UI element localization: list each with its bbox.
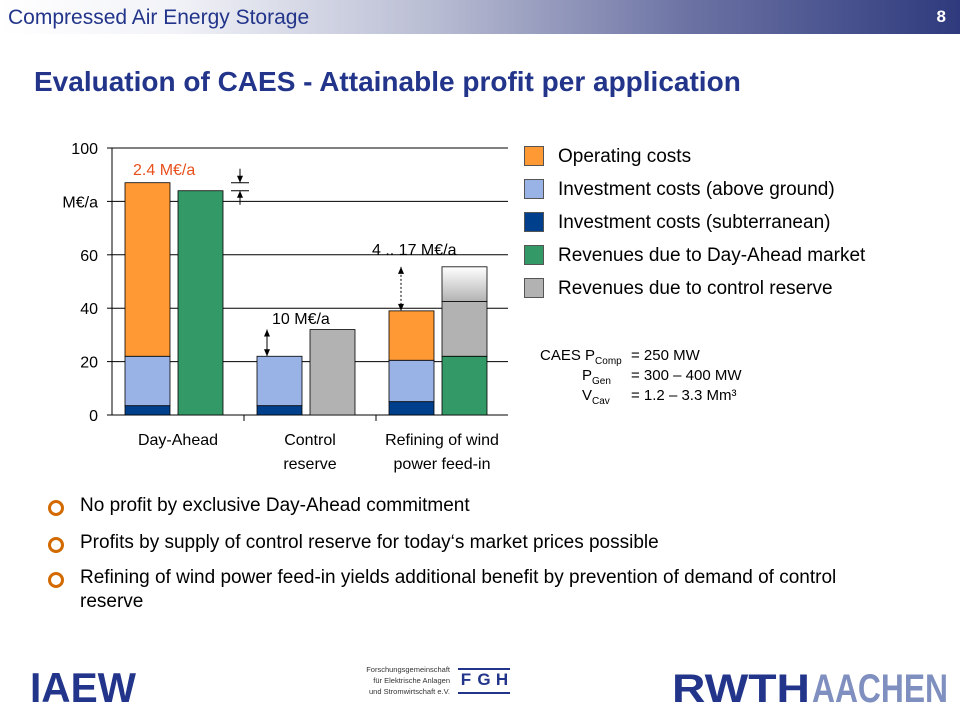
x-tick-label: reserve (283, 456, 336, 473)
bar-segment (388, 401, 435, 416)
annotation-arrowhead (398, 266, 404, 274)
y-tick-label: 40 (80, 301, 98, 318)
fgh-description: Forschungsgemeinschaft für Elektrische A… (300, 664, 450, 697)
param-prefix: V (582, 387, 593, 404)
legend-label-rev-dayahead: Revenues due to Day-Ahead market (558, 245, 866, 266)
annotation-label: 2.4 M€/a (133, 162, 195, 179)
circle-bullet-icon (48, 572, 64, 588)
bar-segment (124, 405, 171, 416)
legend-swatch-rev-control (524, 278, 544, 298)
fgh-text-line: für Elektrische Anlagen (373, 676, 450, 685)
annotation-label: 10 M€/a (272, 311, 330, 328)
bar-segment (388, 359, 435, 403)
header-title: Compressed Air Energy Storage (8, 6, 310, 29)
x-tick-label: Refining of wind (385, 432, 499, 449)
y-tick-label: 20 (80, 355, 98, 372)
x-tick-label: Control (284, 432, 336, 449)
annotation-arrowhead (237, 175, 243, 183)
param-subscript: Gen (592, 376, 611, 387)
bar-segment (256, 405, 303, 416)
bar-segment (388, 310, 435, 361)
header-bar (0, 0, 960, 34)
bar-segment (309, 329, 356, 416)
param-symbol: CAES PComp (540, 346, 622, 368)
page-number: 8 (936, 7, 946, 26)
fgh-logo: F G H (458, 668, 510, 696)
y-tick-label: 60 (80, 248, 98, 265)
bar-segment (441, 355, 488, 416)
legend-swatch-operating (524, 146, 544, 166)
param-symbol: PGen (582, 366, 611, 388)
fgh-logo-letter: F (460, 670, 472, 689)
legend-label-operating: Operating costs (558, 146, 692, 167)
legend-swatch-invest-sub (524, 212, 544, 232)
annotation-arrowhead (398, 303, 404, 311)
x-tick-label: Day-Ahead (138, 432, 218, 449)
bar-segment (441, 266, 488, 302)
bullet-text: Profits by supply of control reserve for… (80, 532, 659, 553)
bar-segment (177, 190, 224, 416)
y-tick-label: M€/a (62, 194, 98, 211)
fgh-text-line: und Stromwirtschaft e.V. (368, 687, 450, 696)
param-value: = 300 – 400 MW (631, 367, 742, 384)
param-prefix: P (582, 367, 593, 384)
annotation-arrowhead (237, 190, 243, 198)
legend-label-invest-sub: Investment costs (subterranean) (558, 212, 831, 233)
annotation-arrowhead (264, 329, 270, 337)
bullet-text: Refining of wind power feed-in yields ad… (80, 567, 837, 612)
legend-label-invest-above: Investment costs (above ground) (558, 179, 835, 200)
legend-label-rev-control: Revenues due to control reserve (558, 278, 833, 299)
fgh-logo-rule (458, 668, 510, 670)
iaew-logo: IAEW (30, 664, 136, 706)
param-symbol: VCav (582, 386, 610, 408)
iaew-logo-text: IAEW (30, 664, 136, 706)
param-subscript: Comp (595, 356, 622, 367)
fgh-logo-letter: G (477, 670, 491, 689)
fgh-text-line: Forschungsgemeinschaft (366, 665, 450, 674)
annotation-arrowhead (264, 349, 270, 357)
fgh-logo-letter: H (495, 670, 509, 689)
bar-segment (124, 182, 171, 357)
x-tick-label: power feed-in (394, 456, 491, 473)
circle-bullet-icon (48, 500, 64, 516)
bullet-text: No profit by exclusive Day-Ahead commitm… (80, 495, 470, 516)
legend-swatch-rev-dayahead (524, 245, 544, 265)
y-tick-label: 0 (89, 408, 98, 425)
legend-swatch-invest-above (524, 179, 544, 199)
rwth-logo-text: RWTH (672, 667, 810, 706)
param-subscript: Cav (592, 396, 610, 407)
fgh-logo-rule (458, 692, 510, 694)
aachen-logo-text: AACHEN (812, 667, 948, 706)
bar-segment (441, 301, 488, 357)
rwth-aachen-logo: RWTH AACHEN (672, 667, 948, 706)
param-value: = 1.2 – 3.3 Mm³ (631, 387, 737, 404)
param-value: = 250 MW (631, 347, 700, 364)
param-prefix: CAES P (540, 347, 596, 364)
bar-segment (256, 355, 303, 407)
circle-bullet-icon (48, 537, 64, 553)
annotation-label: 4 .. 17 M€/a (372, 242, 457, 259)
bar-segment (124, 355, 171, 407)
y-tick-label: 100 (71, 141, 98, 158)
slide-title: Evaluation of CAES - Attainable profit p… (34, 66, 741, 97)
